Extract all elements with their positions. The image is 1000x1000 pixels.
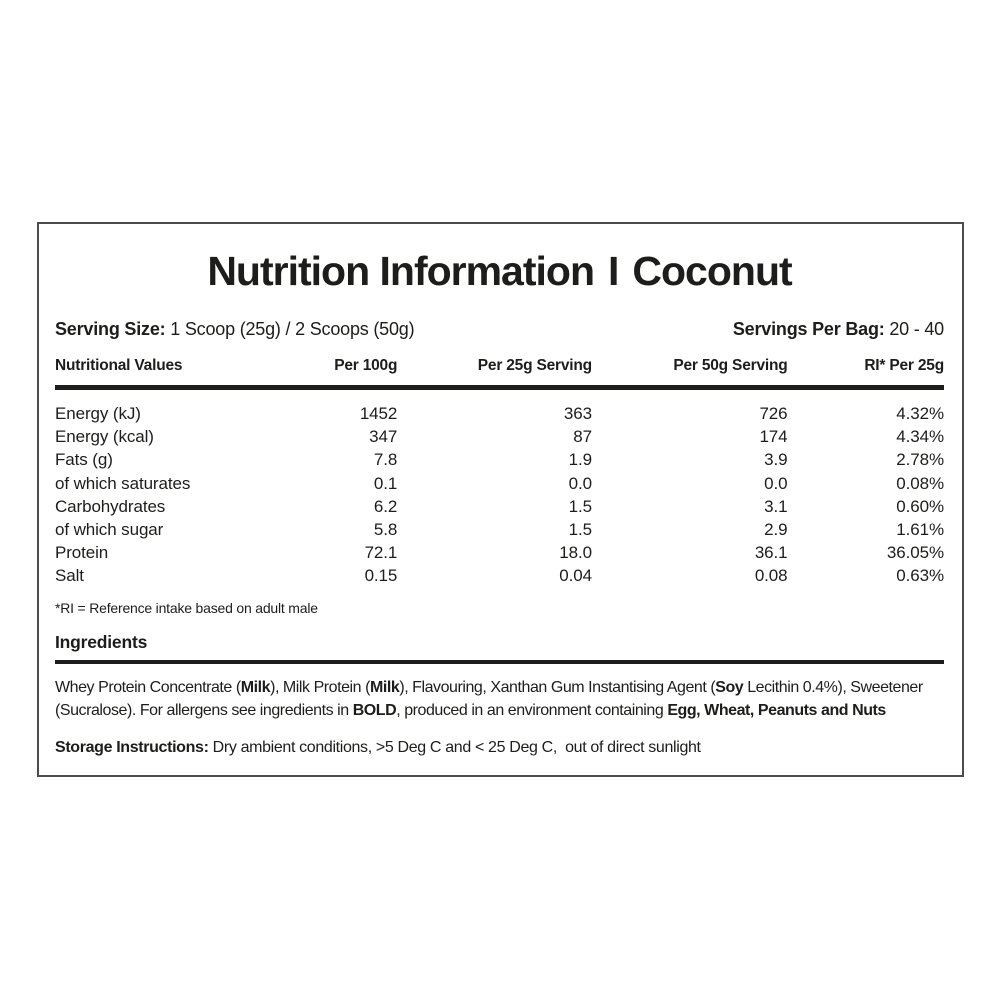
table-cell: 87	[573, 427, 592, 447]
ingredients-segment: Soy	[715, 678, 744, 696]
table-row-label: Carbohydrates	[55, 496, 166, 516]
header-nutritional-values: Nutritional Values	[55, 357, 183, 374]
table-cell: 5.8	[373, 520, 398, 540]
table-cell: 1.5	[568, 520, 592, 540]
ingredients-segment: Milk	[240, 678, 271, 696]
table-row-label: Fats (g)	[55, 450, 113, 470]
table-cell: 36.05%	[886, 543, 944, 563]
table-cell: 4.32%	[896, 404, 944, 423]
ingredients-segment: Lecithin 0.4%), Sweetener (Sucralose). F…	[55, 678, 923, 719]
storage-instructions-text: Dry ambient conditions, >5 Deg C and < 2…	[208, 738, 701, 756]
header-per-100g: Per 100g	[334, 357, 398, 374]
table-cell: 1.9	[568, 450, 592, 470]
table-row-label: Energy (kJ)	[55, 404, 141, 423]
header-per-50g: Per 50g Serving	[673, 357, 788, 374]
ingredients-heading: Ingredients	[55, 631, 148, 652]
table-cell: 7.8	[373, 450, 398, 470]
header-per-25g: Per 25g Serving	[477, 357, 592, 374]
storage-instructions-label: Storage Instructions:	[55, 738, 209, 756]
serving-size: Serving Size: 1 Scoop (25g) / 2 Scoops (…	[55, 319, 415, 340]
title-separator: I	[608, 248, 619, 294]
table-cell: 0.60%	[896, 496, 944, 516]
table-body: Energy (kJ) 1452 363 726 4.32% Energy (k…	[55, 402, 944, 588]
table-row-label: Protein	[55, 543, 109, 563]
serving-size-value: 1 Scoop (25g) / 2 Scoops (50g)	[165, 319, 415, 339]
nutrition-label-panel: Nutrition Information I Coconut Serving Si…	[37, 222, 964, 777]
serving-size-label: Serving Size:	[55, 319, 166, 339]
table-row-label: Salt	[55, 566, 84, 586]
table-cell: 36.1	[754, 543, 788, 563]
table-cell: 72.1	[364, 543, 398, 563]
table-cell: 6.2	[373, 496, 398, 516]
table-header-row: Nutritional Values Per 100g Per 25g Serv…	[55, 357, 944, 375]
servings-per-bag-value: 20 - 40	[884, 319, 944, 339]
table-cell: 0.04	[559, 566, 592, 586]
table-header-rule	[55, 385, 944, 390]
table-row-label: of which saturates	[55, 473, 191, 493]
table-cell: 0.1	[373, 473, 398, 493]
ingredients-segment: ), Milk Protein (	[270, 678, 370, 696]
table-cell: 0.08	[754, 566, 788, 586]
table-cell: 2.78%	[896, 450, 944, 470]
table-cell: 4.34%	[896, 427, 944, 447]
title-main: Nutrition Information	[207, 248, 595, 294]
servings-per-bag: Servings Per Bag: 20 - 40	[733, 319, 944, 340]
ingredients-segment: ), Flavouring, Xanthan Gum Instantising …	[399, 678, 716, 696]
table-cell: 174	[759, 427, 788, 447]
table-cell: 726	[759, 404, 788, 423]
table-row-label: of which sugar	[55, 520, 164, 540]
table-cell: 2.9	[764, 520, 788, 540]
serving-info-row: Serving Size: 1 Scoop (25g) / 2 Scoops (…	[55, 319, 944, 340]
ri-footnote: *RI = Reference intake based on adult ma…	[55, 599, 318, 616]
table-cell: 0.63%	[896, 566, 944, 586]
title-flavor: Coconut	[632, 248, 792, 294]
table-cell: 3.9	[764, 450, 788, 470]
servings-per-bag-label: Servings Per Bag:	[732, 319, 885, 339]
ingredients-text: Whey Protein Concentrate (Milk), Milk Pr…	[55, 676, 944, 722]
table-cell: 1.61%	[896, 520, 944, 540]
ingredients-segment: , produced in an environment containing	[396, 701, 668, 719]
storage-instructions: Storage Instructions: Dry ambient condit…	[55, 736, 944, 759]
ingredients-segment: Egg, Wheat, Peanuts and Nuts	[667, 701, 886, 719]
table-cell: 0.08%	[896, 473, 944, 493]
table-cell: 1.5	[568, 496, 592, 516]
table-cell: 18.0	[559, 543, 592, 563]
ingredients-segment: Milk	[369, 678, 400, 696]
ingredients-segment: BOLD	[352, 701, 397, 719]
header-ri-per-25g: RI* Per 25g	[864, 357, 944, 374]
table-cell: 347	[369, 427, 398, 447]
label-title: Nutrition Information I Coconut	[55, 248, 944, 295]
ingredients-rule	[55, 659, 944, 664]
table-row-label: Energy (kcal)	[55, 427, 154, 447]
table-cell: 0.15	[364, 566, 398, 586]
table-cell: 0.0	[568, 473, 592, 493]
table-cell: 363	[563, 404, 592, 423]
table-cell: 3.1	[764, 496, 788, 516]
table-cell: 1452	[359, 404, 398, 423]
table-cell: 0.0	[764, 473, 788, 493]
ingredients-segment: Whey Protein Concentrate (	[55, 678, 241, 696]
